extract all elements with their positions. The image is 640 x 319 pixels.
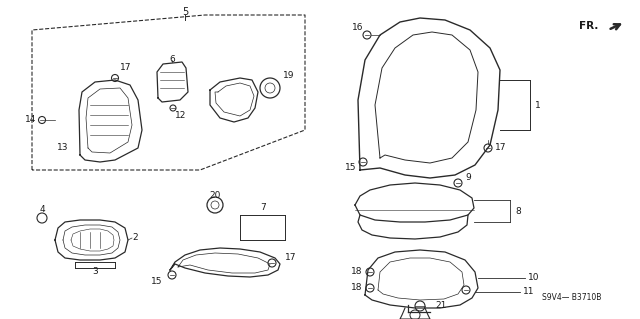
Text: 7: 7 xyxy=(260,204,266,212)
Text: S9V4— B3710B: S9V4— B3710B xyxy=(542,293,602,302)
Text: FR.: FR. xyxy=(579,21,598,31)
Text: 9: 9 xyxy=(465,173,471,182)
Text: 18: 18 xyxy=(351,284,362,293)
Text: 16: 16 xyxy=(351,24,363,33)
Text: 2: 2 xyxy=(132,234,138,242)
Text: 19: 19 xyxy=(283,70,294,79)
Text: 4: 4 xyxy=(39,205,45,214)
Text: 8: 8 xyxy=(515,206,521,216)
Text: 17: 17 xyxy=(495,144,506,152)
Text: 14: 14 xyxy=(24,115,36,124)
Text: 17: 17 xyxy=(120,63,131,72)
Text: 21: 21 xyxy=(435,301,446,310)
Text: 5: 5 xyxy=(182,7,188,17)
Text: 20: 20 xyxy=(209,190,221,199)
Text: 15: 15 xyxy=(150,278,162,286)
Text: 12: 12 xyxy=(175,110,186,120)
Text: 1: 1 xyxy=(535,100,541,109)
Text: 15: 15 xyxy=(344,164,356,173)
Text: 6: 6 xyxy=(169,56,175,64)
Text: 13: 13 xyxy=(56,144,68,152)
Text: 17: 17 xyxy=(285,254,296,263)
Text: 3: 3 xyxy=(92,268,98,277)
Text: 11: 11 xyxy=(523,287,534,296)
Text: 18: 18 xyxy=(351,268,362,277)
Text: 10: 10 xyxy=(528,273,540,283)
